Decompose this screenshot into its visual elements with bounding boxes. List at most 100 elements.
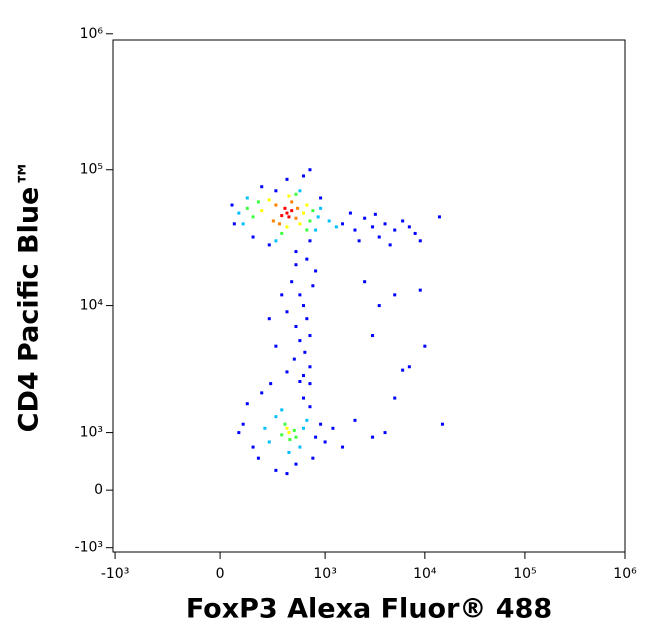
event-dot: [267, 440, 271, 444]
event-dot: [298, 222, 302, 226]
event-dot: [418, 239, 422, 243]
event-dot: [348, 211, 352, 215]
event-dot: [305, 257, 309, 261]
event-dot: [260, 185, 264, 189]
event-dot: [298, 339, 302, 343]
event-dot: [314, 435, 318, 439]
event-dot: [334, 225, 338, 229]
event-dot: [285, 211, 289, 215]
event-dot: [308, 168, 312, 172]
event-dot: [298, 293, 302, 297]
x-tick-label: 10⁶: [613, 566, 637, 582]
event-dot: [251, 445, 255, 449]
event-dot: [232, 222, 236, 226]
event-dot: [245, 206, 249, 210]
event-dot: [314, 269, 318, 273]
event-dot: [401, 219, 405, 223]
y-tick-label: 10³: [80, 425, 103, 441]
event-dot: [294, 263, 298, 267]
event-dot: [274, 415, 278, 419]
event-dot: [280, 433, 284, 437]
event-dot: [437, 215, 441, 219]
event-dot: [308, 334, 312, 338]
event-dot: [294, 216, 298, 220]
event-dot: [314, 228, 318, 232]
event-dot: [292, 428, 296, 432]
event-dot: [294, 192, 298, 196]
event-dot: [308, 382, 312, 386]
event-dot: [316, 215, 320, 219]
event-dot: [287, 450, 291, 454]
x-tick-label: 10³: [313, 566, 336, 582]
event-dot: [413, 231, 417, 235]
event-dot: [363, 280, 367, 284]
event-dot: [319, 206, 323, 210]
event-dot: [303, 350, 307, 354]
event-dot: [305, 317, 309, 321]
event-dot: [285, 472, 289, 476]
event-dot: [353, 228, 357, 232]
event-dot: [388, 243, 392, 247]
y-tick-label: 10⁶: [80, 26, 104, 42]
event-dot: [251, 235, 255, 239]
event-dot: [290, 200, 294, 204]
event-dot: [283, 422, 287, 426]
event-dot: [373, 212, 377, 216]
event-dot: [327, 219, 331, 223]
x-axis-title: FoxP3 Alexa Fluor® 488: [186, 594, 552, 625]
event-dot: [319, 422, 323, 426]
event-dot: [287, 215, 291, 219]
event-dot: [285, 177, 289, 181]
event-dot: [298, 189, 302, 193]
event-dot: [298, 445, 302, 449]
y-tick-label: 0: [94, 482, 103, 498]
event-dot: [377, 304, 381, 308]
event-dot: [363, 216, 367, 220]
y-tick-label: -10³: [75, 540, 103, 556]
event-dot: [292, 357, 296, 361]
event-dot: [308, 365, 312, 369]
event-dot: [256, 456, 260, 460]
event-dot: [251, 215, 255, 219]
event-dot: [277, 222, 281, 226]
event-dot: [357, 239, 361, 243]
event-dot: [230, 203, 234, 207]
x-tick-label: 10⁵: [513, 566, 536, 582]
event-dot: [308, 239, 312, 243]
event-dot: [418, 288, 422, 292]
event-dot: [393, 293, 397, 297]
event-dot: [267, 198, 271, 202]
event-dot: [294, 462, 298, 466]
event-dot: [283, 206, 287, 210]
event-dot: [401, 368, 405, 372]
event-dot: [407, 225, 411, 229]
event-dot: [341, 222, 345, 226]
event-dot: [302, 304, 306, 308]
y-tick-label: 10⁵: [80, 162, 103, 178]
event-dot: [274, 203, 278, 207]
event-dot: [298, 380, 302, 384]
event-dot: [260, 391, 264, 395]
event-dot: [393, 396, 397, 400]
event-dot: [305, 228, 309, 232]
event-dot: [371, 435, 375, 439]
event-dot: [353, 418, 357, 422]
event-dot: [287, 431, 291, 435]
event-dot: [302, 211, 306, 215]
event-dot: [440, 422, 444, 426]
event-dot: [371, 225, 375, 229]
event-dot: [241, 222, 245, 226]
event-dot: [383, 431, 387, 435]
event-dot: [288, 438, 292, 442]
event-dot: [311, 456, 315, 460]
event-dot: [267, 317, 271, 321]
event-dot: [341, 445, 345, 449]
event-dot: [377, 235, 381, 239]
event-dot: [245, 402, 249, 406]
event-dot: [285, 310, 289, 314]
event-dot: [285, 370, 289, 374]
event-dot: [294, 325, 298, 329]
event-dot: [407, 365, 411, 369]
plot-frame: [112, 39, 626, 553]
